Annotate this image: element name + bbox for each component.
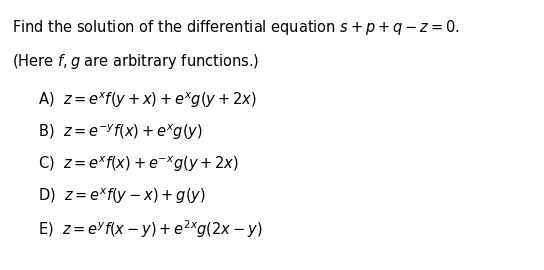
Text: E)  $z = e^{y}f(x - y) + e^{2x}g(2x - y)$: E) $z = e^{y}f(x - y) + e^{2x}g(2x - y)$ <box>38 218 263 240</box>
Text: Find the solution of the differential equation $s + p + q - z = 0.$: Find the solution of the differential eq… <box>12 18 460 37</box>
Text: A)  $z = e^{x}f(y + x) + e^{x}g(y + 2x)$: A) $z = e^{x}f(y + x) + e^{x}g(y + 2x)$ <box>38 90 257 110</box>
Text: C)  $z = e^{x}f(x) + e^{-x}g(y + 2x)$: C) $z = e^{x}f(x) + e^{-x}g(y + 2x)$ <box>38 154 239 174</box>
Text: B)  $z = e^{-y}f(x) + e^{x}g(y)$: B) $z = e^{-y}f(x) + e^{x}g(y)$ <box>38 122 203 141</box>
Text: D)  $z = e^{x}f(y - x) + g(y)$: D) $z = e^{x}f(y - x) + g(y)$ <box>38 186 206 205</box>
Text: (Here $f, g$ are arbitrary functions.): (Here $f, g$ are arbitrary functions.) <box>12 52 259 71</box>
